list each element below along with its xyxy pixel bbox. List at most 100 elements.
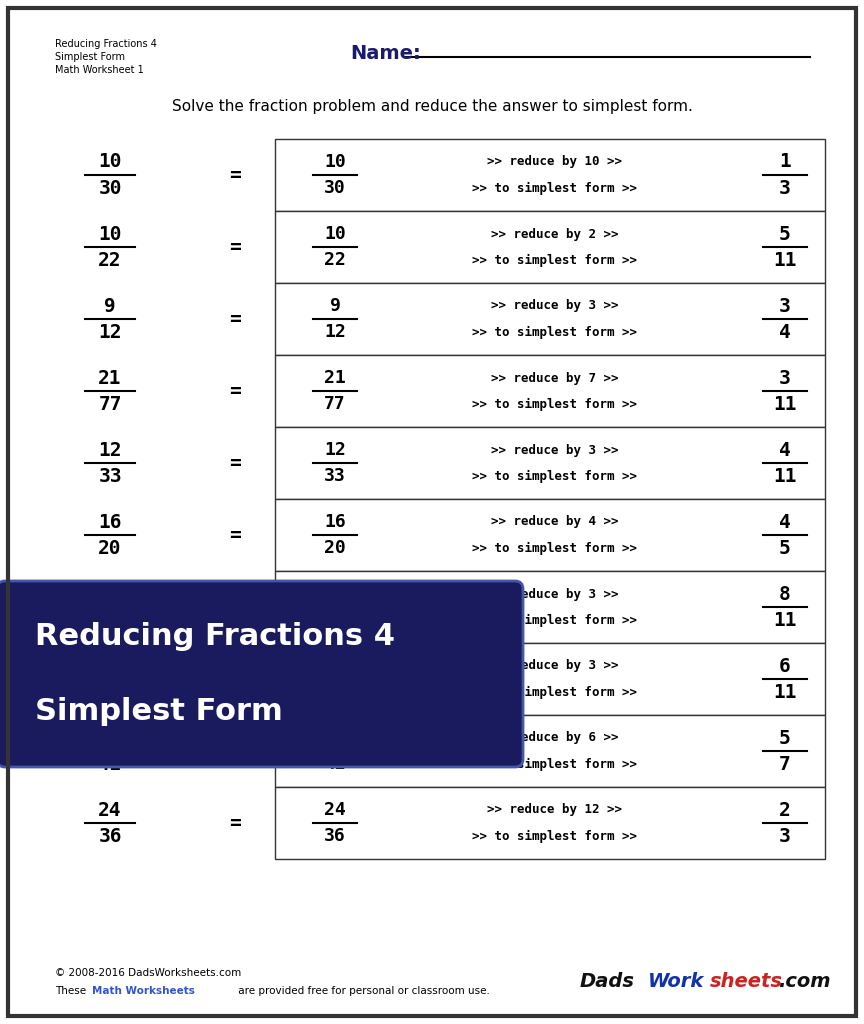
Text: 12: 12 [324, 441, 346, 459]
Text: 22: 22 [324, 251, 346, 269]
Text: 21: 21 [324, 369, 346, 387]
Text: 3: 3 [779, 178, 791, 198]
Text: 20: 20 [98, 539, 122, 557]
Text: 4: 4 [779, 512, 791, 531]
Bar [275, 571, 825, 643]
Text: >> reduce by 4 >>: >> reduce by 4 >> [492, 515, 619, 528]
Text: =: = [229, 238, 241, 256]
Text: 5: 5 [779, 728, 791, 748]
Text: >> reduce by 12 >>: >> reduce by 12 >> [487, 804, 622, 816]
Bar [275, 211, 825, 283]
Text: 16: 16 [324, 513, 346, 531]
Text: Dads: Dads [580, 972, 635, 991]
Text: 24: 24 [98, 801, 122, 819]
Text: >> to simplest form >>: >> to simplest form >> [473, 685, 638, 698]
Bar [275, 427, 825, 499]
FancyBboxPatch shape [0, 581, 523, 767]
Text: >> reduce by 3 >>: >> reduce by 3 >> [492, 588, 619, 600]
Text: 9: 9 [329, 297, 340, 315]
Text: 3: 3 [779, 297, 791, 315]
Text: 12: 12 [324, 323, 346, 341]
Text: sheets: sheets [710, 972, 783, 991]
Text: >> to simplest form >>: >> to simplest form >> [473, 326, 638, 339]
Bar [275, 499, 825, 571]
Text: 20: 20 [324, 539, 346, 557]
Text: >> to simplest form >>: >> to simplest form >> [473, 254, 638, 266]
Text: =: = [229, 670, 241, 688]
Text: =: = [229, 813, 241, 833]
Bar [275, 643, 825, 715]
Text: >> reduce by 10 >>: >> reduce by 10 >> [487, 156, 622, 169]
Text: 6: 6 [779, 656, 791, 676]
Text: Math Worksheets: Math Worksheets [92, 986, 195, 996]
Text: 4: 4 [779, 323, 791, 341]
Text: Simplest Form: Simplest Form [55, 52, 125, 62]
Text: are provided free for personal or classroom use.: are provided free for personal or classr… [235, 986, 490, 996]
Text: =: = [229, 382, 241, 400]
Text: >> to simplest form >>: >> to simplest form >> [473, 469, 638, 482]
Text: 3: 3 [779, 826, 791, 846]
Text: 18: 18 [98, 656, 122, 676]
Text: =: = [229, 597, 241, 616]
Text: © 2008-2016 DadsWorksheets.com: © 2008-2016 DadsWorksheets.com [55, 968, 241, 978]
Text: 2: 2 [779, 801, 791, 819]
Text: .com: .com [778, 972, 830, 991]
Text: 42: 42 [98, 755, 122, 773]
Text: 24: 24 [98, 585, 122, 603]
Text: 11: 11 [773, 610, 797, 630]
Bar [275, 787, 825, 859]
Text: 36: 36 [324, 827, 346, 845]
Text: 30: 30 [98, 728, 122, 748]
Text: 30: 30 [98, 178, 122, 198]
Text: 12: 12 [98, 323, 122, 341]
Text: >> to simplest form >>: >> to simplest form >> [473, 613, 638, 627]
Text: 4: 4 [779, 440, 791, 460]
Text: >> reduce by 7 >>: >> reduce by 7 >> [492, 372, 619, 384]
Text: Simplest Form: Simplest Form [35, 697, 283, 726]
Text: 33: 33 [98, 683, 122, 701]
Text: >> to simplest form >>: >> to simplest form >> [473, 542, 638, 555]
Text: >> reduce by 6 >>: >> reduce by 6 >> [492, 731, 619, 744]
Text: 5: 5 [779, 224, 791, 244]
Text: 24: 24 [324, 585, 346, 603]
Text: 10: 10 [98, 224, 122, 244]
Text: 18: 18 [324, 657, 346, 675]
Text: 9: 9 [105, 297, 116, 315]
Text: 22: 22 [98, 251, 122, 269]
Bar [275, 355, 825, 427]
Text: 10: 10 [324, 153, 346, 171]
Text: 11: 11 [773, 467, 797, 485]
Text: 10: 10 [98, 153, 122, 171]
Text: 30: 30 [324, 179, 346, 197]
Text: 8: 8 [779, 585, 791, 603]
Text: 33: 33 [98, 467, 122, 485]
Text: Reducing Fractions 4: Reducing Fractions 4 [35, 623, 395, 651]
Text: 16: 16 [98, 512, 122, 531]
Text: 33: 33 [324, 467, 346, 485]
Text: >> to simplest form >>: >> to simplest form >> [473, 829, 638, 843]
Text: >> reduce by 3 >>: >> reduce by 3 >> [492, 443, 619, 457]
Text: 12: 12 [98, 440, 122, 460]
Text: 42: 42 [324, 755, 346, 773]
Text: 3: 3 [779, 369, 791, 387]
Text: >> reduce by 2 >>: >> reduce by 2 >> [492, 227, 619, 241]
Text: 11: 11 [773, 251, 797, 269]
Text: 11: 11 [773, 683, 797, 701]
Text: =: = [229, 741, 241, 761]
Text: 7: 7 [779, 755, 791, 773]
Text: These: These [55, 986, 89, 996]
Bar [275, 139, 825, 211]
Text: Math Worksheet 1: Math Worksheet 1 [55, 65, 143, 75]
Text: >> to simplest form >>: >> to simplest form >> [473, 758, 638, 770]
Text: 33: 33 [324, 683, 346, 701]
Text: 5: 5 [779, 539, 791, 557]
Text: 30: 30 [324, 729, 346, 746]
Text: >> reduce by 3 >>: >> reduce by 3 >> [492, 659, 619, 673]
Text: Reducing Fractions 4: Reducing Fractions 4 [55, 39, 157, 49]
Text: >> reduce by 3 >>: >> reduce by 3 >> [492, 299, 619, 312]
Text: Work: Work [648, 972, 704, 991]
Text: =: = [229, 525, 241, 545]
Text: =: = [229, 309, 241, 329]
Text: 1: 1 [779, 153, 791, 171]
Text: 77: 77 [98, 394, 122, 414]
